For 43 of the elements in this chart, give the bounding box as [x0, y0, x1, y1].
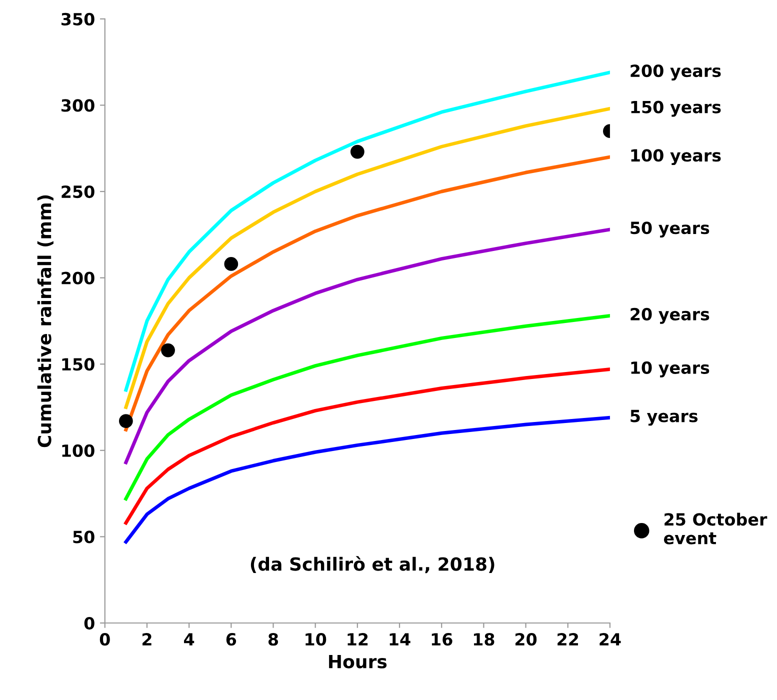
x-tick-label: 22: [558, 633, 578, 646]
x-axis-title: Hours: [329, 654, 387, 668]
x-tick-label: 6: [226, 633, 236, 646]
y-axis-title: Cumulative rainfall (mm): [37, 195, 54, 448]
x-tick-label: 18: [474, 633, 494, 646]
series-label: 5 years: [630, 410, 698, 426]
x-tick-label: 0: [100, 633, 110, 646]
series-label: 150 years: [631, 100, 721, 117]
x-tick-label: 2: [142, 633, 152, 646]
line-series: [124, 228, 610, 464]
line-series: [124, 70, 610, 392]
y-tick-label: 0: [84, 616, 94, 630]
y-tick-label: 150: [62, 358, 94, 371]
y-tick-label: 200: [62, 272, 94, 284]
x-tick-label: 16: [432, 633, 452, 646]
point: [161, 343, 175, 358]
x-tick-label: 4: [184, 633, 194, 646]
series-label: 10 years: [631, 361, 710, 378]
line-series: [124, 368, 610, 525]
x-tick-label: 24: [600, 633, 621, 646]
x-tick-label: 14: [390, 633, 410, 646]
x-tick-label: 12: [348, 633, 368, 646]
series-label: 20 years: [630, 308, 710, 324]
x-tick-label: 10: [306, 633, 326, 646]
series-label: 200 years: [630, 64, 721, 80]
y-tick-label: 250: [62, 185, 94, 198]
x-tick-label: 20: [515, 633, 537, 646]
series-label: 50 years: [630, 222, 710, 238]
x-tick-label: 8: [268, 633, 278, 646]
y-tick-label: 100: [62, 444, 94, 457]
series-label: 100 years: [631, 149, 721, 166]
line-series: [124, 416, 610, 544]
point: [350, 144, 364, 159]
line-series: [124, 314, 610, 500]
y-tick-label: 50: [73, 530, 94, 544]
annotation: (da Schilirò et al., 2018): [250, 556, 494, 574]
point: [118, 414, 133, 428]
y-tick-label: 300: [62, 99, 94, 112]
line-series: [124, 155, 610, 432]
legend-label: 25 October event: [664, 512, 768, 544]
line-series: [124, 106, 610, 409]
y-tick-label: 350: [62, 12, 94, 26]
point: [224, 257, 238, 271]
